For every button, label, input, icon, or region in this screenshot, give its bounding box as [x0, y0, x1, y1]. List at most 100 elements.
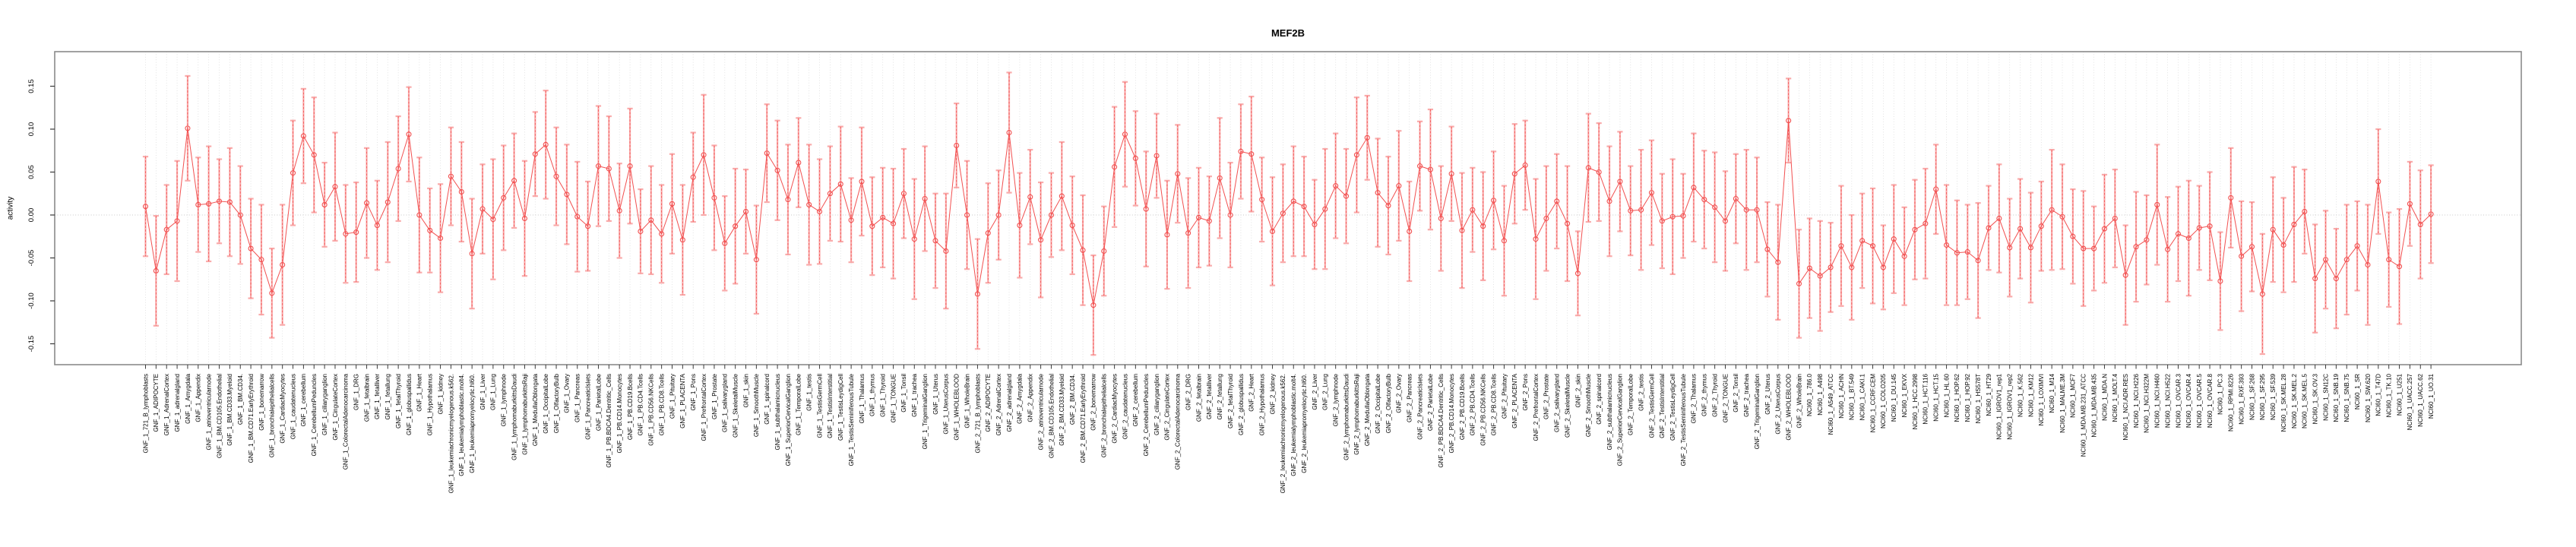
x-category-label: NCI60_1_MDA.MB.435: [2090, 373, 2097, 437]
x-category-label: GNF_1_atrioventricularnode: [205, 373, 212, 450]
data-point: [1353, 152, 1359, 158]
data-point: [1248, 151, 1255, 157]
x-category-label: GNF_2_TONGUE: [1722, 374, 1729, 422]
data-point: [2122, 272, 2128, 278]
x-category-label: GNF_2_ColorectalAdenocarcinoma: [1175, 373, 1182, 470]
x-category-label: NCI60_1_HCT.15: [1933, 373, 1940, 421]
data-point: [1259, 197, 1265, 203]
x-category-label: GNF_2_TestisGermCell: [1648, 374, 1655, 438]
data-point: [1659, 218, 1665, 224]
x-category-label: NCI60_1_IGROV1_rep1: [1996, 373, 2003, 439]
data-point: [1964, 249, 1970, 255]
x-category-label: GNF_1_ParietalLobe: [595, 373, 602, 431]
x-category-label: GNF_1_Pituitary: [669, 374, 676, 419]
x-category-label: GNF_2_kidney: [1269, 374, 1276, 414]
data-point: [2112, 215, 2118, 222]
data-point: [837, 181, 843, 187]
data-point: [216, 198, 223, 204]
x-category-label: GNF_2_SuperiorCervicalGanglion: [1617, 374, 1624, 466]
data-point: [1269, 228, 1276, 235]
data-point: [1743, 207, 1749, 213]
x-category-label: GNF_1_Pancreas: [574, 374, 581, 422]
data-point: [2091, 245, 2097, 251]
data-point: [1491, 198, 1497, 204]
data-point: [2185, 235, 2191, 242]
x-category-label: NCI60_1_MDA.MB.231_ATCC: [2081, 374, 2087, 457]
data-point: [585, 223, 591, 229]
data-point: [1617, 179, 1623, 185]
x-category-label: GNF_1_leukemiachronicmyelogenous.k562.: [448, 374, 454, 493]
x-category-label: GNF_1_Pons: [690, 374, 697, 410]
x-category-label: GNF_2_TestisInterstitial: [1659, 374, 1666, 438]
data-point: [2333, 276, 2339, 282]
x-category-label: NCI60_1_U251: [2396, 373, 2403, 416]
data-point: [1585, 165, 1591, 171]
data-point: [290, 170, 296, 176]
grid-lines: [145, 52, 2432, 365]
data-point: [1648, 190, 1655, 196]
x-category-label: GNF_2_Prostate: [1543, 373, 1550, 419]
data-point: [258, 257, 264, 263]
data-point: [742, 208, 749, 215]
x-category-label: GNF_1_lymphnode: [501, 373, 508, 426]
x-category-label: NCI60_1_NCI.H460: [2154, 373, 2161, 428]
x-category-label: GNF_1_WholeBrain: [964, 374, 970, 428]
x-category-label: NCI60_1_NCI.H322M: [2144, 374, 2150, 433]
data-point: [1628, 207, 1634, 213]
data-point: [2101, 226, 2108, 232]
x-category-label: GNF_1_testis: [805, 374, 812, 411]
data-point: [1923, 220, 1929, 226]
data-point: [1038, 237, 1044, 243]
error-bars: [142, 71, 2434, 356]
data-point: [1912, 226, 1918, 232]
data-point: [153, 267, 159, 274]
x-category-label: NCI60_1_MCF7: [2070, 373, 2077, 417]
data-point: [1343, 193, 1350, 199]
data-point: [2312, 276, 2318, 282]
data-point: [2396, 264, 2403, 270]
data-point: [2239, 253, 2245, 259]
data-point: [1312, 221, 1318, 227]
x-category-label: NCI60_1_SNB.75: [2343, 373, 2350, 422]
x-category-label: GNF_1_leukemiapromyelocytic.hl60.: [469, 374, 476, 473]
x-category-label: GNF_1_Tonsil: [900, 374, 907, 413]
x-category-label: NCI60_1_LOXIMVI: [2038, 374, 2045, 425]
y-tick-label: 0.00: [27, 208, 36, 223]
x-category-label: NCI60_1_A498: [1817, 373, 1824, 415]
x-category-label: NCI60_1_CCRF.CEM: [1869, 374, 1876, 433]
data-point: [900, 191, 907, 197]
data-point: [248, 245, 254, 251]
x-category-label: GNF_2_AdrenalCortex: [995, 374, 1002, 435]
data-point: [1069, 223, 1075, 229]
data-point: [2428, 211, 2434, 217]
x-category-label: GNF_2_TrigeminalGanglion: [1754, 374, 1761, 449]
x-category-label: GNF_1_trachea: [911, 373, 918, 416]
data-point: [2154, 201, 2160, 207]
x-category-label: GNF_1_PB.CD14.Monocytes: [616, 374, 623, 454]
data-point: [1027, 194, 1033, 200]
x-category-label: GNF_1_TestisLeydigCell: [837, 374, 844, 441]
data-point: [806, 201, 812, 207]
x-category-label: GNF_1_TestisInterstitial: [827, 374, 834, 438]
data-point: [796, 160, 802, 166]
data-point: [2007, 245, 2013, 251]
x-category-label: NCI60_1_OVCAR.3: [2175, 373, 2182, 428]
data-point: [490, 217, 496, 223]
x-category-label: NCI60_1_SNB.19: [2333, 373, 2340, 422]
x-category-label: GNF_2_trachea: [1743, 373, 1750, 416]
data-point: [1565, 220, 1571, 226]
data-point: [2343, 257, 2350, 263]
data-point: [1122, 131, 1128, 138]
x-category-label: GNF_2_OlfactoryBulb: [1385, 373, 1392, 433]
x-category-label: GNF_2_Thalamus: [1691, 374, 1698, 423]
x-axis-ticks: [145, 365, 2432, 369]
x-category-label: GNF_1_BM.CD71.EarlyErythroid: [248, 374, 255, 463]
x-category-label: GNF_1_UterusCorpus: [943, 374, 950, 435]
x-category-label: GNF_1_CardiacMyocytes: [279, 374, 286, 444]
x-category-label: GNF_2_skin: [1574, 374, 1581, 407]
x-category-label: GNF_2_MedullaOblongata: [1364, 373, 1371, 446]
data-point: [163, 226, 169, 232]
x-category-label: GNF_1_cerebellum: [300, 374, 307, 427]
data-point: [1059, 193, 1065, 199]
data-point: [2228, 194, 2234, 201]
